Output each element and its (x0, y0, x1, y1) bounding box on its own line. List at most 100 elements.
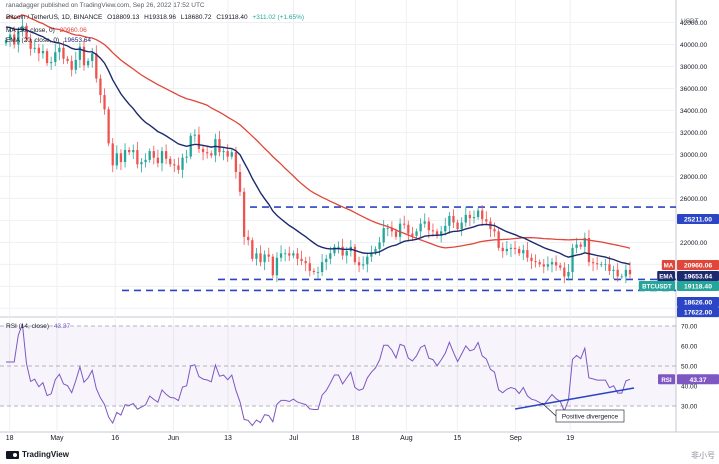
rsi-panel: Positive divergence (0, 323, 676, 427)
ma-price-label-tag-bg (661, 260, 675, 270)
time-tick-label: 16 (111, 435, 119, 442)
rsi-tick-label: 60.00 (681, 344, 698, 351)
ma-price-label: 20960.06 (684, 263, 713, 270)
candle-body (550, 262, 554, 265)
candle-body (107, 109, 110, 144)
candle-body (62, 47, 65, 59)
price-tick-label: 36000.00 (680, 86, 707, 93)
candle-body (25, 25, 28, 39)
candle-body (300, 258, 303, 262)
time-tick-label: Jul (289, 435, 298, 442)
candle-body (144, 159, 147, 163)
candle-body (177, 165, 180, 170)
ohlc-change: +311.02 (+1.65%) (252, 14, 305, 21)
candle-body (247, 236, 250, 241)
candle-body (452, 215, 455, 223)
candle-body (378, 242, 381, 249)
currency-label: USDT (681, 18, 699, 25)
ma-legend[interactable]: MA (50, close, 0) 20960.06 (6, 27, 90, 35)
candle-body (320, 262, 324, 273)
candle-body (337, 246, 340, 248)
candle-body (86, 60, 90, 66)
candle-body (505, 248, 508, 252)
candle-body (513, 247, 517, 249)
last-price-label-bg (677, 281, 719, 291)
candle-body (472, 217, 476, 219)
price-tick-label: 28000.00 (680, 174, 707, 181)
ma-price-label-bg (677, 260, 719, 270)
time-tick-label: 15 (453, 435, 461, 442)
candle-body (193, 134, 196, 136)
candle-body (530, 257, 533, 262)
rsi-value-bg (677, 374, 719, 385)
candle-body (189, 135, 192, 157)
candle-body (8, 34, 12, 41)
candle-body (398, 223, 402, 237)
divergence-pointer (541, 402, 557, 417)
candle-body (181, 157, 184, 170)
candle-body (382, 228, 385, 243)
candle-body (136, 150, 139, 165)
candle-body (538, 262, 541, 265)
price-tick-label: 38000.00 (680, 64, 707, 71)
candle-body (218, 139, 221, 153)
time-tick-label: 19 (566, 435, 574, 442)
candle-body (596, 263, 599, 265)
ohlc-open: O18809.13 (107, 14, 140, 21)
candle-body (29, 38, 32, 49)
tradingview-logo[interactable]: TradingView (6, 450, 69, 459)
symbol-name[interactable]: Bitcoin / TetherUS, 1D, BINANCE (6, 14, 103, 21)
rsi-legend-value: 43.37 (53, 323, 71, 330)
candle-body (509, 247, 513, 249)
rsi-tick-label: 50.00 (681, 364, 698, 371)
candle-body (37, 47, 40, 54)
divergence-trendline (514, 387, 635, 410)
candle-body (431, 230, 435, 232)
candle-body (329, 253, 332, 259)
candle-body (435, 231, 439, 236)
ohlc-close: C19118.40 (216, 14, 248, 21)
candle-body (345, 251, 348, 256)
candle-body (292, 253, 295, 256)
candle-body (74, 59, 77, 70)
candle-body (210, 153, 213, 156)
candle-body (427, 221, 430, 231)
candle-body (160, 151, 164, 164)
candle-body (169, 158, 172, 165)
rsi-legend[interactable]: RSI (14, close) 43.37 (6, 323, 73, 331)
candle-body (411, 233, 414, 236)
ema-legend-value: 19653.64 (63, 37, 92, 44)
candle-body (366, 256, 369, 265)
ema-legend[interactable]: EMA (20, close, 0) 19653.64 (6, 37, 94, 45)
level-label: 25211.00 (684, 217, 712, 224)
candle-body (493, 229, 496, 232)
candle-body (604, 264, 607, 266)
candle-body (419, 223, 422, 232)
price-axis: 16000.0018000.0020000.0022000.0024000.00… (638, 20, 719, 411)
ema-price-label-bg (677, 271, 719, 281)
candle-body (206, 152, 209, 154)
price-tick-label: 30000.00 (680, 152, 707, 159)
candle-body (4, 40, 8, 44)
candle-body (403, 223, 406, 225)
candle-body (234, 152, 238, 172)
last-price-label: 19118.40 (684, 284, 712, 291)
ema-price-label: 19653.64 (684, 274, 713, 281)
candle-body (600, 264, 603, 266)
candle-body (448, 215, 451, 226)
tradingview-logo-text: TradingView (22, 450, 69, 459)
level-label-bg (677, 297, 719, 307)
candle-body (476, 210, 480, 218)
candle-body (308, 263, 311, 271)
candle-body (50, 62, 53, 64)
candle-body (526, 250, 529, 258)
ma-legend-label: MA (50, close, 0) (6, 27, 55, 34)
candle-body (534, 261, 537, 263)
time-tick-label: Sep (509, 435, 522, 442)
rsi-tick-label: 40.00 (681, 384, 698, 391)
time-tick-label: Jun (168, 435, 179, 442)
rsi-value-label: 43.37 (689, 377, 706, 384)
level-label-bg (677, 307, 719, 317)
ma-price-label-tag: MA (664, 263, 674, 270)
